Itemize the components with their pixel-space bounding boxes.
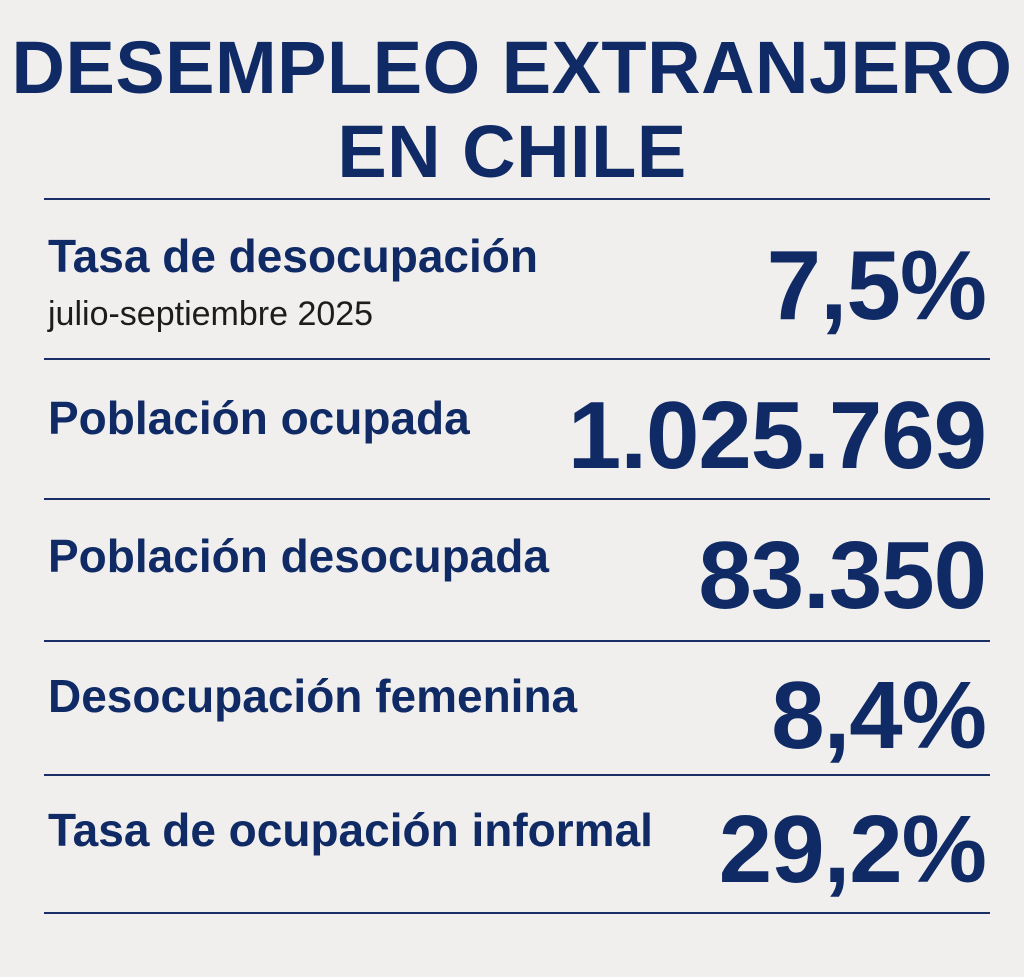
unemployment-rate-label: Tasa de desocupación bbox=[48, 230, 538, 282]
page-title: DESEMPLEO EXTRANJERO EN CHILE bbox=[0, 26, 1024, 194]
employed-population-label: Población ocupada bbox=[48, 392, 470, 444]
unemployed-population-value: 83.350 bbox=[698, 522, 987, 629]
informal-employment-label: Tasa de ocupación informal bbox=[48, 804, 653, 856]
employed-population-value: 1.025.769 bbox=[567, 382, 987, 489]
period-label: julio-septiembre 2025 bbox=[48, 295, 374, 333]
divider-top bbox=[44, 198, 990, 200]
female-unemployment-label: Desocupación femenina bbox=[48, 670, 578, 722]
unemployment-rate-value: 7,5% bbox=[766, 230, 987, 340]
divider-3 bbox=[44, 640, 990, 642]
female-unemployment-value: 8,4% bbox=[771, 662, 987, 769]
unemployed-population-label: Población desocupada bbox=[48, 530, 549, 582]
divider-2 bbox=[44, 498, 990, 500]
divider-1 bbox=[44, 358, 990, 360]
divider-bottom bbox=[44, 912, 990, 914]
divider-4 bbox=[44, 774, 990, 776]
informal-employment-value: 29,2% bbox=[718, 796, 987, 903]
title-line-2: EN CHILE bbox=[337, 110, 687, 193]
title-line-1: DESEMPLEO EXTRANJERO bbox=[11, 26, 1013, 109]
